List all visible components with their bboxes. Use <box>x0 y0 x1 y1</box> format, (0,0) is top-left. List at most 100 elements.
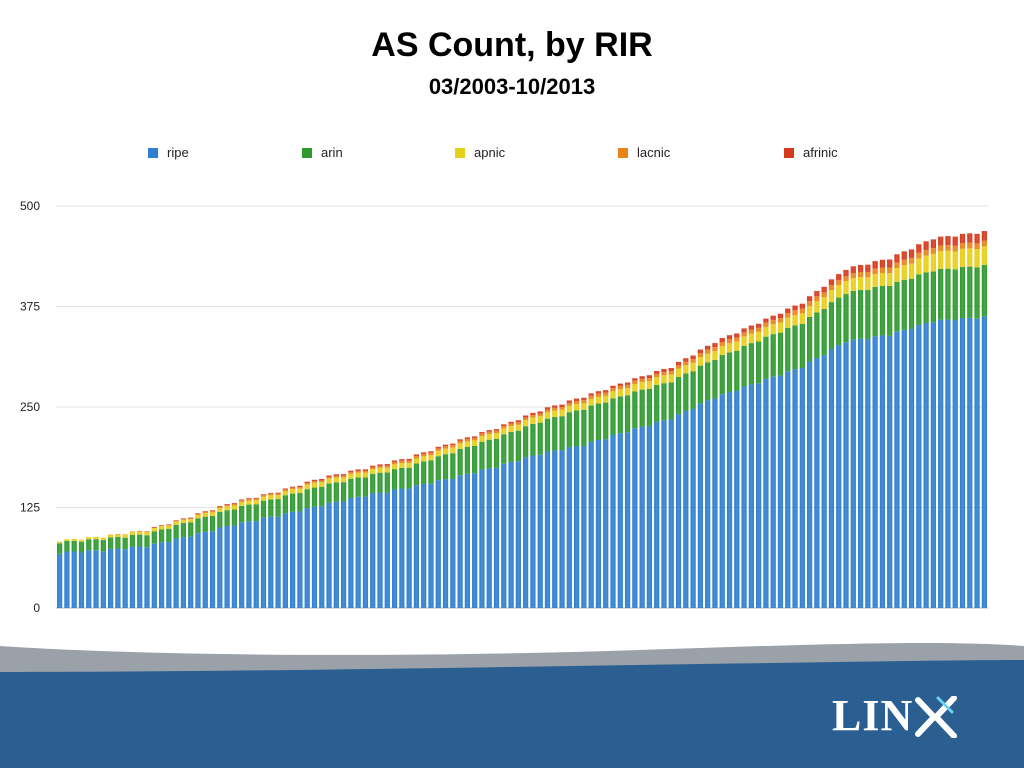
bar-segment-arin <box>144 535 150 548</box>
bar-segment-afrinic <box>333 474 339 476</box>
bar-segment-afrinic <box>617 383 623 386</box>
bar-segment-apnic <box>654 377 660 385</box>
legend-label-apnic: apnic <box>474 145 506 160</box>
bar-segment-lacnic <box>290 487 296 490</box>
bar-segment-ripe <box>486 468 492 608</box>
bar-segment-arin <box>217 511 223 528</box>
bar-segment-arin <box>581 409 587 446</box>
bar-segment-ripe <box>675 414 682 608</box>
bar-segment-arin <box>442 454 449 480</box>
bar-segment-lacnic <box>370 467 376 470</box>
bar-segment-apnic <box>573 404 580 411</box>
bar-segment-afrinic <box>552 405 558 408</box>
bar-segment-arin <box>304 489 310 508</box>
bar-segment-arin <box>239 505 245 523</box>
bar-segment-arin <box>537 422 543 455</box>
bar-segment-afrinic <box>566 400 572 403</box>
bar-segment-apnic <box>391 464 398 470</box>
bar-segment-lacnic <box>202 512 208 514</box>
bar-segment-apnic <box>493 433 500 439</box>
bar-segment-ripe <box>523 457 529 608</box>
bar-segment-arin <box>355 477 361 497</box>
bar-segment-afrinic <box>559 404 565 407</box>
bar-segment-apnic <box>442 448 449 455</box>
stacked-bar-chart: ripe arin apnic lacnic afrinic 0 125 250 375 500 <box>20 145 988 615</box>
bar-segment-apnic <box>180 519 187 524</box>
bar-segment-arin <box>479 441 485 470</box>
bar-segment-ripe <box>231 525 238 608</box>
bar-segment-arin <box>850 290 856 340</box>
bar-segment-ripe <box>282 513 288 608</box>
bar-segment-lacnic <box>828 285 835 291</box>
bar-segment-arin <box>319 487 325 507</box>
bar-segment-afrinic <box>756 323 762 328</box>
bar-segment-apnic <box>406 462 412 468</box>
bar-segment-apnic <box>122 534 128 538</box>
slide-title: AS Count, by RIR <box>371 26 653 64</box>
bar-segment-ripe <box>850 339 856 608</box>
bar-segment-lacnic <box>675 365 682 369</box>
bar-segment-ripe <box>537 454 543 608</box>
bar-segment-apnic <box>785 317 791 328</box>
bar-segment-afrinic <box>828 279 835 286</box>
bar-segment-lacnic <box>879 267 886 274</box>
bar-segment-apnic <box>908 263 915 279</box>
y-tick-label: 125 <box>20 501 40 515</box>
bar-segment-arin <box>333 482 339 502</box>
bar-segment-ripe <box>428 483 434 608</box>
bar-segment-apnic <box>340 477 347 483</box>
bar-segment-lacnic <box>617 385 623 390</box>
bar-segment-apnic <box>799 313 805 324</box>
bar-segment-afrinic <box>377 464 383 466</box>
bar-segment-afrinic <box>952 236 958 246</box>
bar-segment-afrinic <box>821 286 827 293</box>
bar-segment-apnic <box>530 417 536 424</box>
bar-segment-lacnic <box>173 520 179 522</box>
bar-segment-apnic <box>158 526 165 530</box>
bar-segment-afrinic <box>530 412 536 416</box>
bar-segment-ripe <box>683 411 689 608</box>
bar-segment-apnic <box>217 508 223 512</box>
bar-segment-ripe <box>573 446 580 608</box>
bar-segment-arin <box>821 308 827 356</box>
bar-segment-afrinic <box>362 469 369 471</box>
bar-segment-ripe <box>290 511 296 608</box>
bar-segment-afrinic <box>624 382 631 385</box>
bar-segment-lacnic <box>107 534 114 536</box>
bar-segment-arin <box>734 350 740 391</box>
bar-segment-afrinic <box>690 355 696 360</box>
bar-segment-afrinic <box>806 296 813 302</box>
bar-segment-lacnic <box>319 480 325 483</box>
bar-segment-afrinic <box>719 338 725 343</box>
bar-segment-apnic <box>603 395 609 403</box>
bar-segment-ripe <box>872 336 878 608</box>
bar-segment-arin <box>71 540 77 552</box>
bar-segment-apnic <box>901 265 907 280</box>
bar-segment-ripe <box>588 441 594 608</box>
bar-segment-afrinic <box>865 264 871 272</box>
bar-segment-ripe <box>166 542 172 608</box>
bar-segment-afrinic <box>923 241 929 250</box>
bar-segment-arin <box>107 537 114 549</box>
bar-segment-lacnic <box>362 470 369 473</box>
bar-segment-arin <box>566 412 572 448</box>
bar-segment-ripe <box>493 467 500 608</box>
bar-segment-ripe <box>624 432 631 608</box>
bar-segment-apnic <box>413 458 420 464</box>
bar-segment-ripe <box>814 357 820 608</box>
bar-segment-lacnic <box>282 489 288 492</box>
bar-segment-apnic <box>661 375 667 384</box>
bar-segment-lacnic <box>355 471 361 473</box>
bar-segment-afrinic <box>246 498 252 499</box>
bar-segment-ripe <box>508 461 514 608</box>
footer-blue-band <box>0 660 1024 768</box>
bar-segment-afrinic <box>836 274 842 281</box>
bar-segment-lacnic <box>581 400 587 404</box>
bar-segment-arin <box>188 522 194 537</box>
bar-segment-apnic <box>741 336 747 346</box>
bar-segment-apnic <box>974 249 980 268</box>
bar-segment-lacnic <box>406 460 412 463</box>
bar-segment-arin <box>763 336 769 379</box>
bar-segment-arin <box>413 463 420 486</box>
bar-segment-apnic <box>202 513 208 517</box>
